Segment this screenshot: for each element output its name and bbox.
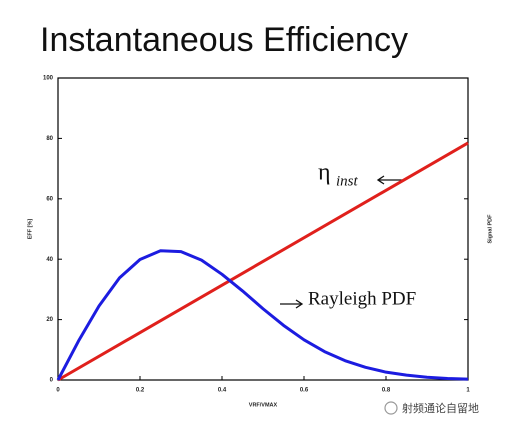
x-tick-label: 0.8 <box>382 388 391 394</box>
annotation: Rayleigh PDF <box>308 288 416 309</box>
x-tick-label: 0.6 <box>300 388 309 394</box>
series-line <box>56 249 469 381</box>
watermark-icon <box>384 401 398 415</box>
annotation-arrow <box>280 299 304 309</box>
y-tick-label: 0 <box>50 378 54 384</box>
annotation-arrow <box>376 175 404 185</box>
x-tick-label: 0.2 <box>136 388 145 394</box>
x-tick-label: 0 <box>56 388 60 394</box>
y-tick-label: 20 <box>46 317 53 323</box>
x-tick-label: 1 <box>466 388 470 394</box>
x-axis-label: VRF/VMAX <box>249 402 278 408</box>
annotation-subscript: inst <box>336 173 359 189</box>
y-tick-label: 60 <box>46 196 53 202</box>
y2-axis-label: Signal PDF <box>487 214 493 244</box>
x-tick-label: 0.4 <box>218 388 227 394</box>
chart-title: Instantaneous Efficiency <box>40 21 408 59</box>
y-tick-label: 100 <box>43 76 54 82</box>
watermark: 射频通论自留地 <box>402 401 479 415</box>
plot-frame <box>57 77 469 381</box>
y-tick-label: 40 <box>46 257 53 263</box>
series-line <box>57 141 469 382</box>
annotation: η <box>318 160 331 186</box>
y-axis-label: EFF [%] <box>27 219 33 240</box>
y-tick-label: 80 <box>46 136 53 142</box>
